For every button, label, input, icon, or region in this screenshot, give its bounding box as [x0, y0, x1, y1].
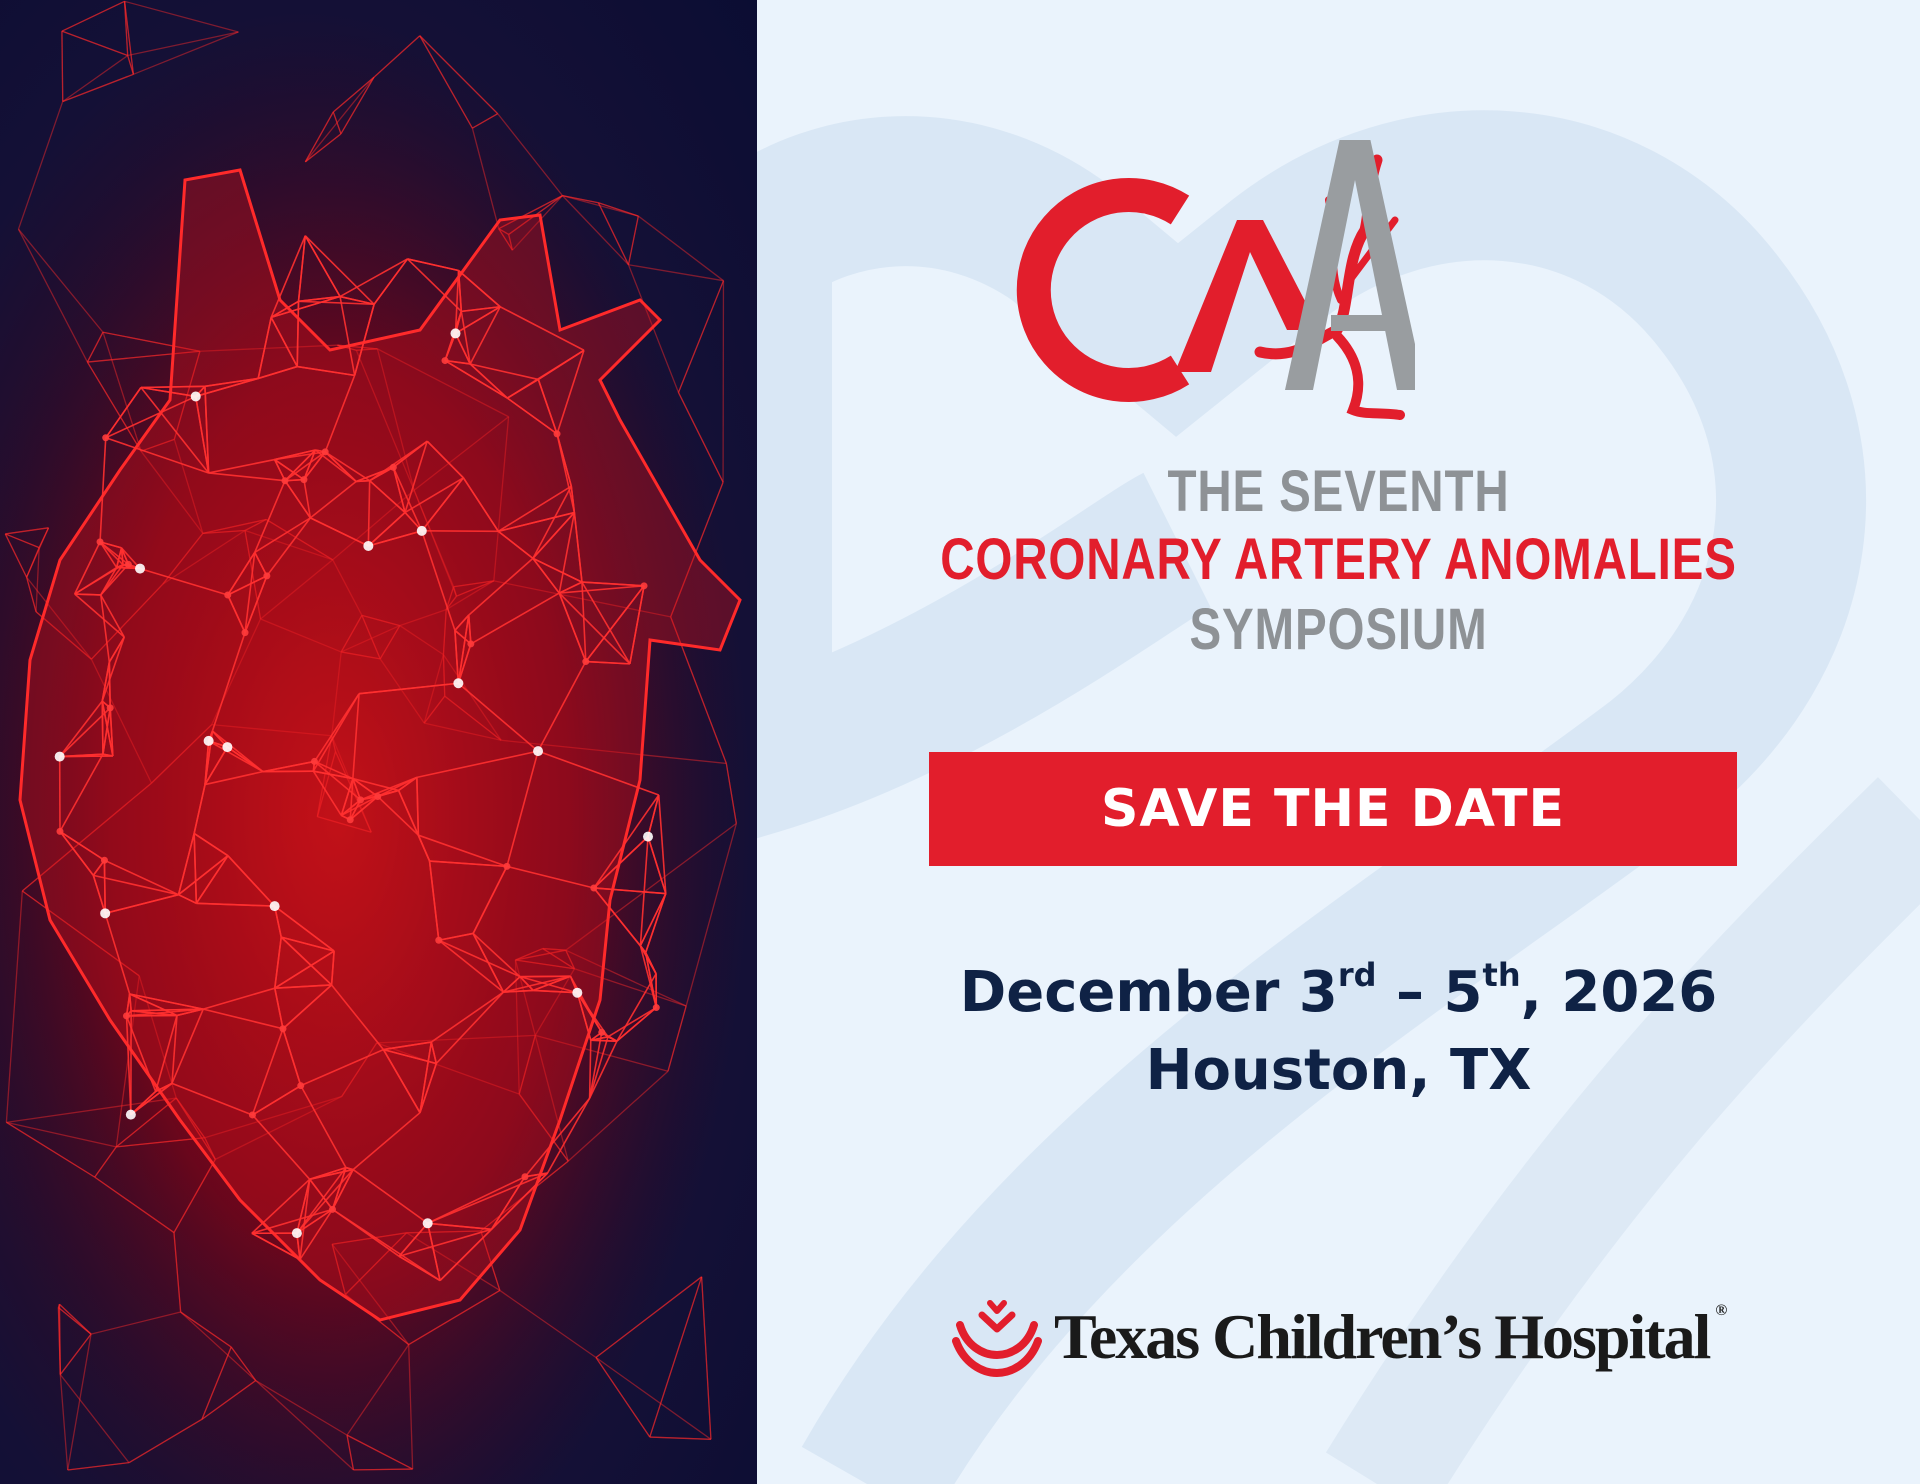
date-year: , 2026	[1520, 960, 1718, 1025]
sponsor-logo: Texas Children’s Hospital ®	[952, 1292, 1727, 1382]
polygon-heart-illustration	[0, 0, 757, 1484]
caa-logo	[1015, 138, 1425, 430]
edition-label: THE SEVENTH	[1167, 459, 1510, 524]
save-the-date-text: SAVE THE DATE	[1100, 779, 1565, 839]
save-the-date-banner: SAVE THE DATE	[929, 752, 1737, 866]
sponsor-name: Texas Children’s Hospital ®	[1054, 1300, 1727, 1374]
event-info-panel: THE SEVENTH CORONARY ARTERY ANOMALIES SY…	[757, 0, 1920, 1484]
registered-mark: ®	[1715, 1302, 1727, 1319]
date-end-suffix: th	[1482, 956, 1521, 994]
symposium-topic: CORONARY ARTERY ANOMALIES	[940, 527, 1737, 592]
event-dates: December 3rd – 5th, 2026	[757, 956, 1920, 1025]
sponsor-name-text: Texas Children’s Hospital	[1054, 1301, 1711, 1372]
hands-cradle-icon	[952, 1300, 1042, 1377]
heart-artwork-panel	[0, 0, 757, 1484]
event-location: Houston, TX	[1145, 1038, 1532, 1103]
date-start: December 3	[959, 960, 1338, 1025]
background-heart-shape	[757, 110, 1920, 1484]
date-start-suffix: rd	[1337, 956, 1377, 994]
heart-outline	[18, 168, 742, 1322]
date-end: – 5	[1376, 960, 1483, 1025]
symposium-label: SYMPOSIUM	[1189, 597, 1488, 662]
